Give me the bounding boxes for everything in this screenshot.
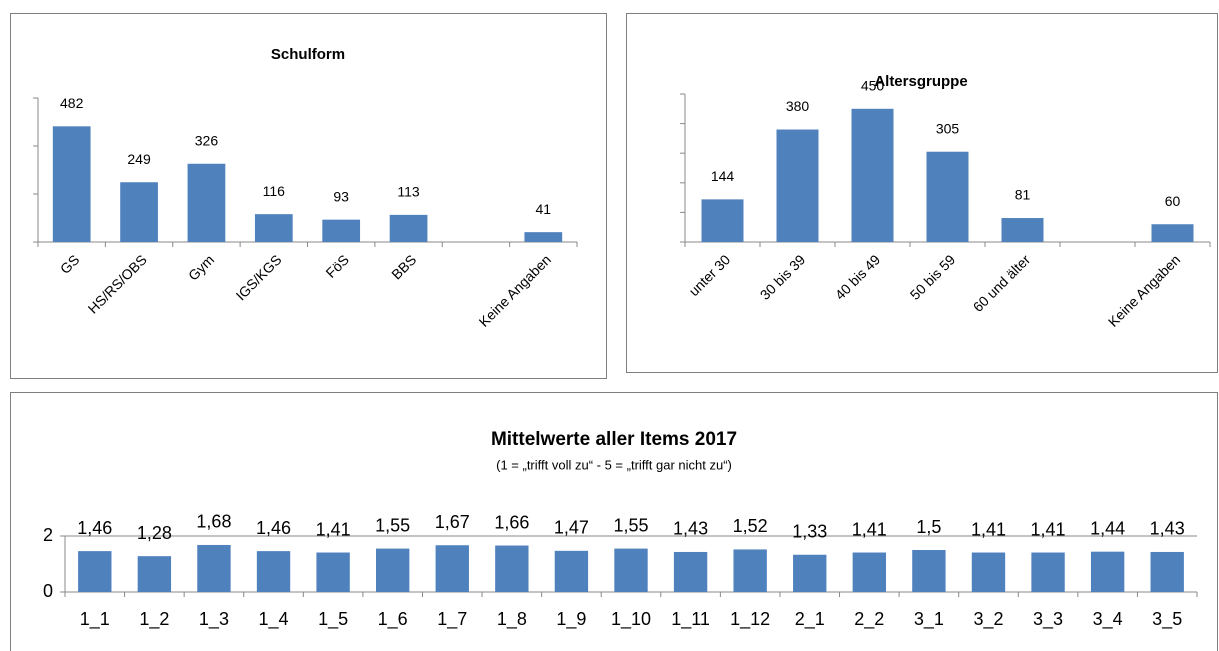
bar	[120, 182, 158, 242]
bar	[187, 163, 226, 242]
value-label: 482	[60, 95, 84, 111]
bar	[926, 151, 969, 242]
value-label: 81	[1015, 187, 1031, 203]
value-label: 1,44	[1090, 518, 1125, 538]
bar	[52, 126, 91, 242]
chart-frame	[626, 13, 1218, 373]
y-tick-label: 0	[43, 581, 53, 601]
x-tick-label: 1_12	[730, 609, 770, 630]
x-tick-label: 1_2	[139, 609, 169, 630]
bar	[733, 549, 767, 592]
x-tick-label: 1_6	[378, 609, 408, 630]
x-tick-label: 3_3	[1033, 609, 1063, 630]
bar	[852, 552, 886, 592]
value-label: 1,67	[435, 512, 470, 532]
value-label: 113	[397, 184, 420, 200]
x-tick-label: 3_1	[914, 609, 944, 630]
value-label: 60	[1165, 193, 1181, 209]
y-tick-label: 2	[43, 525, 53, 545]
value-label: 249	[127, 151, 151, 167]
bar	[1031, 552, 1065, 592]
chart-frame	[10, 392, 1218, 651]
chart-frame	[10, 13, 607, 379]
bar	[495, 545, 529, 592]
bar	[701, 199, 744, 242]
value-label: 1,46	[256, 518, 291, 538]
bar	[793, 554, 827, 592]
bar	[971, 552, 1006, 592]
bar	[256, 551, 291, 592]
value-label: 1,41	[316, 519, 351, 539]
x-tick-label: 1_7	[437, 609, 467, 630]
x-tick-label: 3_2	[973, 609, 1003, 630]
value-label: 305	[936, 120, 960, 136]
value-label: 1,41	[1031, 519, 1066, 539]
value-label: 326	[195, 132, 219, 148]
bar	[435, 545, 469, 592]
value-label: 1,55	[613, 515, 648, 535]
bar	[614, 548, 648, 592]
x-tick-label: 1_1	[80, 609, 110, 630]
value-label: 1,43	[1150, 519, 1185, 539]
value-label: 1,43	[673, 519, 708, 539]
bar	[254, 214, 293, 242]
bar	[524, 232, 563, 242]
bar	[316, 552, 350, 592]
value-label: 1,68	[196, 512, 231, 532]
bar	[1001, 218, 1044, 242]
value-label: 1,52	[733, 516, 768, 536]
bar	[1151, 224, 1194, 242]
value-label: 1,66	[494, 512, 529, 532]
bar	[912, 550, 946, 592]
x-tick-label: 1_4	[259, 609, 289, 630]
bar	[78, 551, 112, 592]
bar	[851, 108, 894, 242]
x-tick-label: 2_1	[795, 609, 825, 630]
x-tick-label: 1_11	[671, 609, 710, 630]
chart-subtitle: (1 = „trifft voll zu“ - 5 = „trifft gar …	[496, 457, 732, 472]
value-label: 1,28	[137, 523, 172, 543]
bar	[1150, 551, 1184, 592]
value-label: 93	[333, 188, 349, 204]
value-label: 1,46	[77, 518, 112, 538]
value-label: 116	[263, 183, 286, 199]
x-tick-label: 3_5	[1152, 609, 1182, 630]
value-label: 1,55	[375, 515, 410, 535]
chart-title: Schulform	[271, 46, 345, 63]
value-label: 1,47	[554, 518, 589, 538]
bar	[376, 548, 410, 592]
bar	[673, 551, 708, 592]
chart-title: Mittelwerte aller Items 2017	[491, 429, 737, 450]
value-label: 380	[786, 98, 810, 114]
value-label: 41	[536, 201, 552, 217]
value-label: 1,41	[852, 519, 887, 539]
x-tick-label: 1_9	[556, 609, 586, 630]
bar	[322, 219, 361, 242]
x-tick-label: 1_3	[199, 609, 229, 630]
value-label: 1,33	[792, 522, 827, 542]
bar	[197, 544, 231, 592]
bar	[776, 129, 819, 242]
chart-title: Altersgruppe	[874, 73, 967, 90]
bar	[1090, 551, 1125, 592]
x-tick-label: 2_2	[854, 609, 884, 630]
bar	[137, 556, 172, 592]
x-tick-label: 1_5	[318, 609, 348, 630]
value-label: 1,5	[916, 517, 941, 537]
x-tick-label: 1_8	[497, 609, 527, 630]
bar	[554, 550, 589, 592]
value-label: 144	[711, 168, 735, 184]
value-label: 1,41	[971, 519, 1006, 539]
x-tick-label: 3_4	[1093, 609, 1123, 630]
x-tick-label: 1_10	[611, 609, 651, 630]
bar	[389, 214, 428, 242]
value-label: 450	[861, 78, 885, 94]
